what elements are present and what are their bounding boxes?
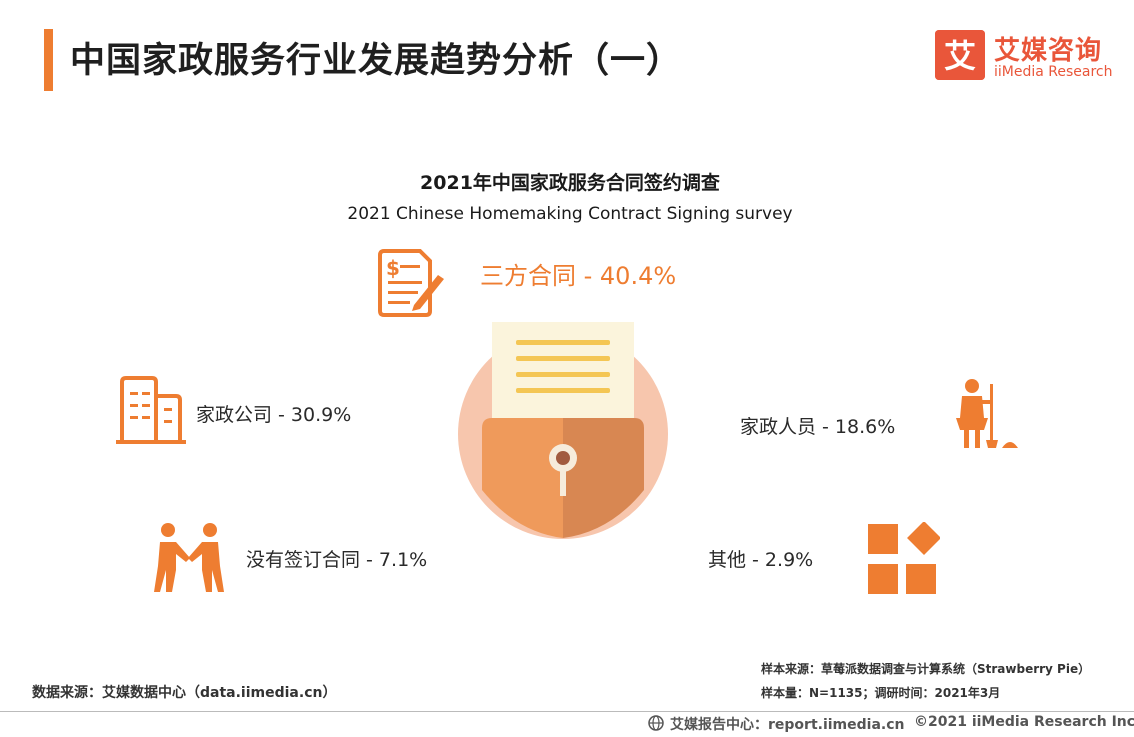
- data-source: 数据来源：艾媒数据中心（data.iimedia.cn）: [32, 685, 337, 701]
- brand-logo-glyph: 艾: [944, 37, 976, 75]
- handshake-icon: [152, 520, 228, 596]
- item-label-no-contract: 没有签订合同 - 7.1%: [246, 549, 428, 571]
- item-label-homemaking-staff: 家政人员 - 18.6%: [740, 416, 896, 438]
- brand-logo: 艾: [935, 30, 985, 80]
- brand-logo-mark: 艾: [935, 30, 985, 80]
- envelope-illustration: [456, 322, 670, 542]
- report-center-link[interactable]: 艾媒报告中心：report.iimedia.cn: [670, 717, 905, 733]
- copyright: ©2021 iiMedia Research Inc: [914, 714, 1134, 730]
- item-label-homemaking-company: 家政公司 - 30.9%: [196, 404, 352, 426]
- brand-name-cn: 艾媒咨询: [994, 36, 1103, 66]
- globe-icon: [648, 715, 664, 731]
- footer-divider: [0, 711, 1134, 712]
- brand-name-en: iiMedia Research: [994, 64, 1113, 80]
- item-label-other: 其他 - 2.9%: [708, 549, 814, 571]
- item-label-tripartite-contract: 三方合同 - 40.4%: [480, 262, 677, 290]
- sample-source: 样本来源：草莓派数据调查与计算系统（Strawberry Pie）: [761, 662, 1091, 676]
- chart-title: 2021年中国家政服务合同签约调查: [420, 172, 720, 194]
- shapes-icon: [868, 522, 940, 596]
- title-accent-bar: [44, 29, 53, 91]
- chart-subtitle: 2021 Chinese Homemaking Contract Signing…: [347, 204, 793, 224]
- sample-size: 样本量：N=1135；调研时间：2021年3月: [761, 686, 1001, 700]
- office-building-icon: [116, 376, 188, 446]
- page-title: 中国家政服务行业发展趋势分析（一）: [70, 41, 683, 81]
- housekeeper-icon: [950, 378, 1020, 452]
- contract-document-icon: $: [376, 249, 448, 317]
- svg-text:$: $: [386, 256, 400, 280]
